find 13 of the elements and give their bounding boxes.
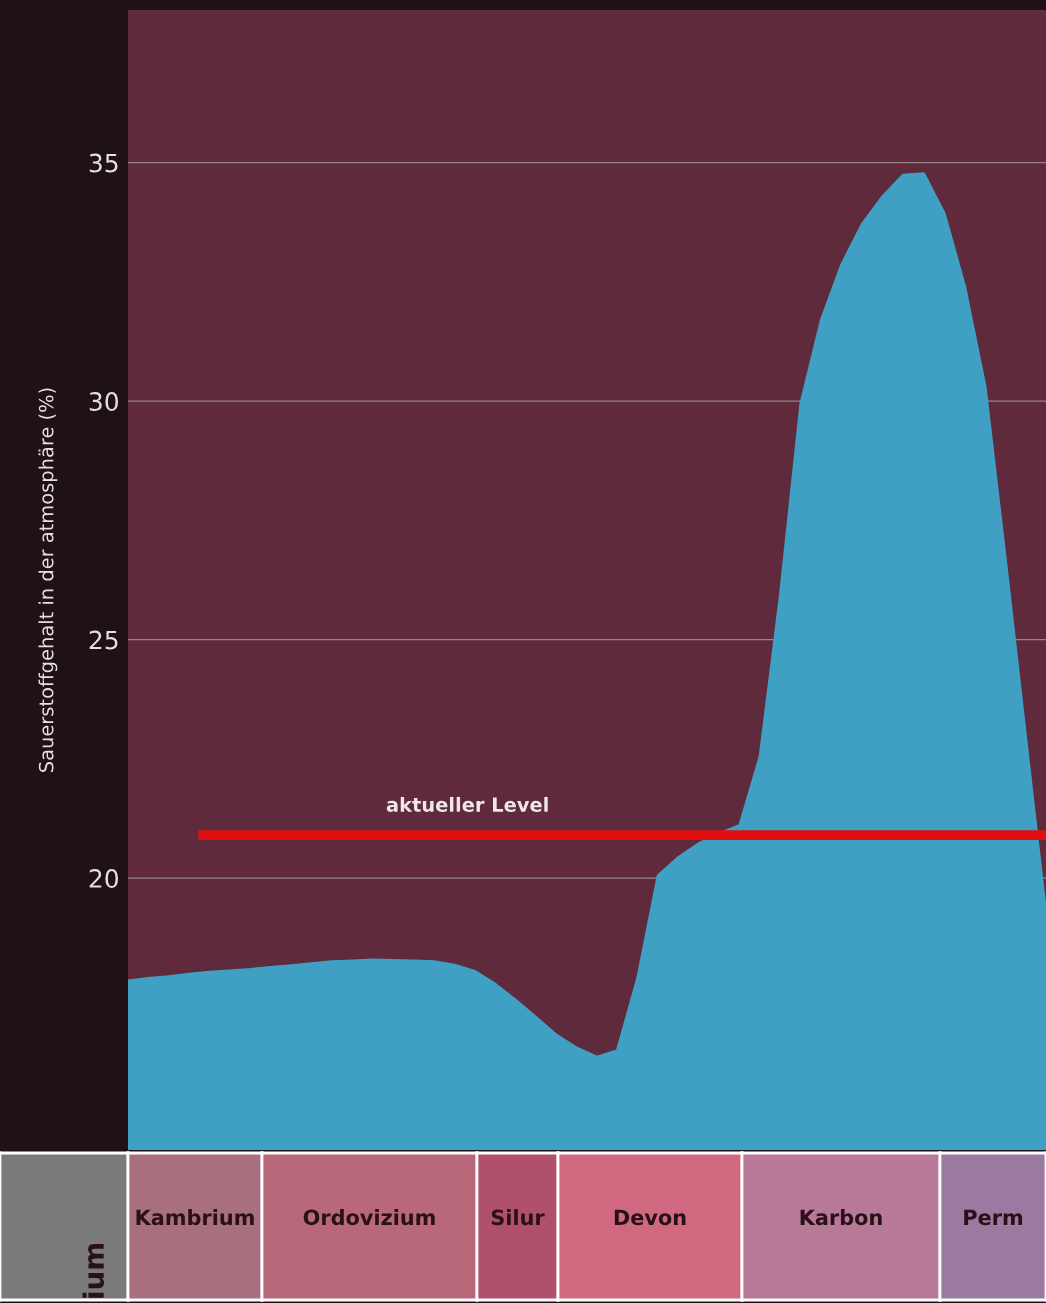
y-tick-label: 30 <box>89 392 119 411</box>
text: Kambrium <box>136 1209 254 1226</box>
y-tick-label: 20 <box>89 869 119 888</box>
text: Devon <box>614 1209 686 1226</box>
y-tick-label: 35 <box>89 153 118 173</box>
ref-line-label: aktueller Level <box>386 796 548 812</box>
text: ium <box>82 1243 105 1298</box>
text: Silur <box>491 1209 545 1226</box>
text: Karbon <box>800 1209 882 1226</box>
y-tick-label: 25 <box>89 630 118 650</box>
y-axis-title: Sauerstoffgehalt in der atmosphäre (%) <box>38 388 58 772</box>
text: Ordovizium <box>303 1209 435 1226</box>
text: Perm <box>964 1209 1023 1226</box>
